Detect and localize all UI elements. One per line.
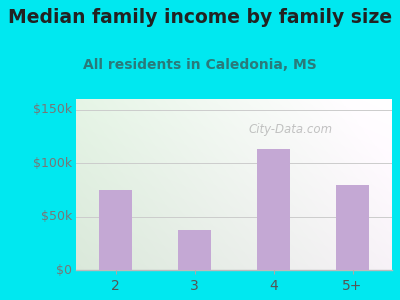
Text: $0: $0 [56,263,72,277]
Text: $100k: $100k [33,157,72,169]
Text: $150k: $150k [33,103,72,116]
Bar [257,149,290,270]
Text: Median family income by family size: Median family income by family size [8,8,392,27]
Text: $50k: $50k [41,210,72,223]
Bar [336,184,369,270]
Text: City-Data.com: City-Data.com [249,123,333,136]
Text: All residents in Caledonia, MS: All residents in Caledonia, MS [83,58,317,72]
Bar [178,230,211,270]
Bar [99,190,132,270]
